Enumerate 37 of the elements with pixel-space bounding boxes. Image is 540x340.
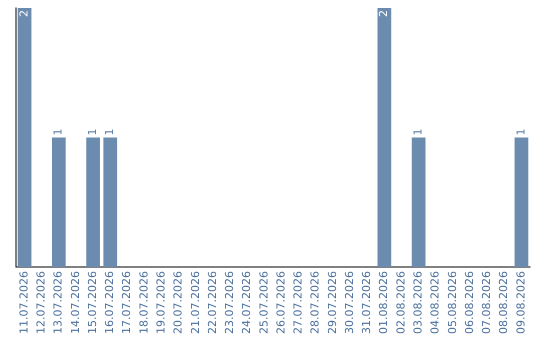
x-tick-label: 13.07.2026 — [52, 271, 65, 334]
data-label: 2 — [377, 10, 390, 17]
x-tick-label: 05.08.2026 — [446, 271, 459, 334]
x-tick-label: 21.07.2026 — [188, 271, 202, 334]
x-tick-label: 24.07.2026 — [240, 271, 254, 334]
x-tick-label: 03.08.2026 — [411, 271, 424, 334]
x-tick-label: 02.08.2026 — [394, 271, 408, 334]
x-tick-label: 06.08.2026 — [462, 271, 476, 334]
x-tick-label: 12.07.2026 — [34, 271, 48, 334]
x-tick-label: 19.07.2026 — [154, 271, 168, 334]
x-tick-label: 04.08.2026 — [428, 271, 442, 334]
x-tick-label: 01.08.2026 — [377, 271, 390, 334]
x-tick-label: 23.07.2026 — [223, 271, 236, 334]
x-tick-label: 20.07.2026 — [172, 271, 185, 334]
x-tick-label: 07.08.2026 — [480, 271, 494, 334]
x-tick-label: 14.07.2026 — [68, 271, 82, 334]
x-tick-label: 31.07.2026 — [360, 271, 374, 334]
x-tick-label: 26.07.2026 — [274, 271, 288, 334]
x-tick-label: 08.08.2026 — [497, 271, 510, 334]
data-label: 1 — [52, 128, 65, 136]
x-tick-label: 16.07.2026 — [103, 271, 116, 334]
x-tick-label: 27.07.2026 — [292, 271, 305, 334]
x-tick-label: 28.07.2026 — [308, 271, 322, 334]
x-tick-label: 17.07.2026 — [120, 271, 134, 334]
data-label: 1 — [411, 128, 424, 136]
x-tick-label: 15.07.2026 — [86, 271, 99, 334]
x-tick-label: 25.07.2026 — [257, 271, 270, 334]
data-label: 1 — [103, 128, 116, 136]
x-tick-label: 30.07.2026 — [342, 271, 356, 334]
data-label: 1 — [514, 128, 528, 136]
x-tick-label: 11.07.2026 — [17, 271, 30, 334]
x-tick-label: 18.07.2026 — [137, 271, 150, 334]
x-tick-label: 09.08.2026 — [514, 271, 528, 334]
x-tick-label: 29.07.2026 — [326, 271, 339, 334]
data-label: 2 — [17, 10, 30, 17]
x-tick-label: 22.07.2026 — [206, 271, 219, 334]
data-label: 1 — [86, 128, 99, 136]
